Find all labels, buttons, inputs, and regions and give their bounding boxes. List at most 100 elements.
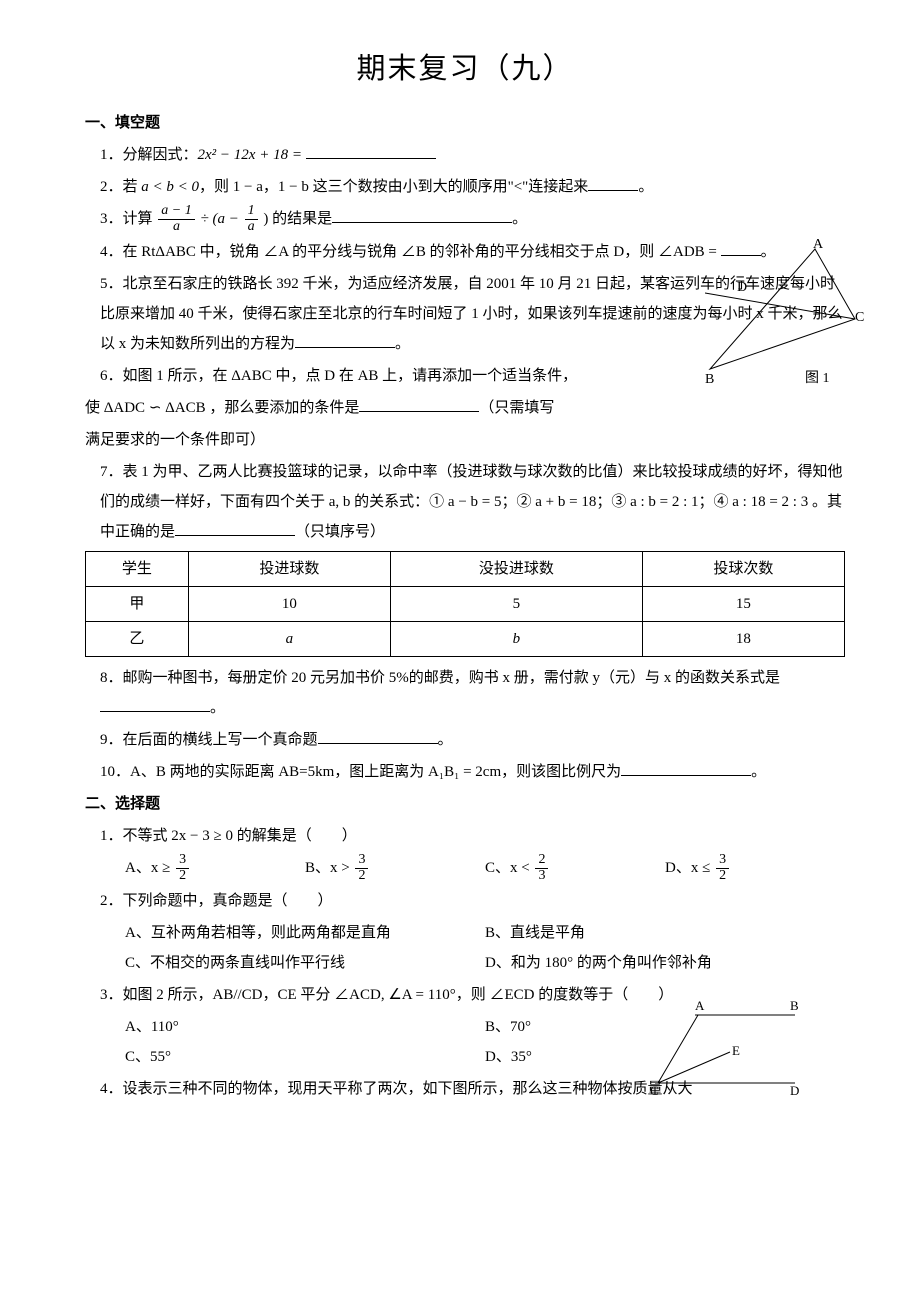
opt-a[interactable]: A、110° bbox=[125, 1012, 485, 1042]
section-1-head: 一、填空题 bbox=[85, 108, 845, 138]
opt-d[interactable]: D、x ≤ 32 bbox=[665, 853, 845, 884]
q2-c: 。 bbox=[638, 179, 653, 195]
q10: 10．A、B 两地的实际距离 AB=5km，图上距离为 A₁B₁ = 2cm，则… bbox=[100, 757, 845, 787]
frac-d: 3 bbox=[535, 869, 548, 884]
opt-c-label: C、x < bbox=[485, 860, 533, 876]
q6-blank[interactable] bbox=[359, 394, 479, 412]
frac-n: 3 bbox=[716, 853, 729, 869]
opt-b[interactable]: B、直线是平角 bbox=[485, 918, 845, 948]
opt-d[interactable]: D、和为 180° 的两个角叫作邻补角 bbox=[485, 948, 845, 978]
q9-b: 。 bbox=[438, 732, 453, 748]
s2-q1: 1．不等式 2x − 3 ≥ 0 的解集是（ ） bbox=[100, 821, 845, 851]
q3-frac2-d: a bbox=[245, 220, 258, 235]
q2-blank[interactable] bbox=[588, 173, 638, 191]
frac-d: 2 bbox=[176, 869, 189, 884]
s2-q3-text: 3．如图 2 所示，AB//CD，CE 平分 ∠ACD, ∠A = 110°，则… bbox=[100, 987, 673, 1003]
th-miss: 没投进球数 bbox=[390, 551, 642, 586]
td: 15 bbox=[642, 586, 844, 621]
td: a bbox=[188, 621, 390, 656]
s2-q3: 3．如图 2 所示，AB//CD，CE 平分 ∠ACD, ∠A = 110°，则… bbox=[100, 980, 845, 1010]
q2: 2．若 a < b < 0，则 1 − a，1 − b 这三个数按由小到大的顺序… bbox=[100, 172, 845, 202]
q2-a: 2．若 bbox=[100, 179, 141, 195]
opt-a[interactable]: A、x ≥ 32 bbox=[125, 853, 305, 884]
td: b bbox=[390, 621, 642, 656]
q2-b: ，则 1 − a，1 − b 这三个数按由小到大的顺序用"<"连接起来 bbox=[199, 179, 588, 195]
q8-a: 8．邮购一种图书，每册定价 20 元另加书价 5%的邮费，购书 x 册，需付款 … bbox=[100, 670, 780, 686]
q3-b: ÷ (a − bbox=[200, 211, 242, 227]
q3-frac1: a − 1a bbox=[158, 204, 194, 234]
q9-a: 9．在后面的横线上写一个真命题 bbox=[100, 732, 318, 748]
q6-line3: 满足要求的一个条件即可） bbox=[85, 425, 845, 455]
q5-q6-wrap: A B C D 图 1 5．北京至石家庄的铁路长 392 千米，为适应经济发展，… bbox=[100, 269, 845, 359]
opt-c[interactable]: C、x < 23 bbox=[485, 853, 665, 884]
frac-n: 2 bbox=[535, 853, 548, 869]
q8-blank[interactable] bbox=[100, 694, 210, 712]
q6-a: 6．如图 1 所示，在 ΔABC 中，点 D 在 AB 上，请再添加一个适当条件… bbox=[100, 368, 577, 384]
q3-a: 3．计算 bbox=[100, 211, 156, 227]
td: 10 bbox=[188, 586, 390, 621]
q3-frac2-n: 1 bbox=[245, 204, 258, 220]
table-row: 甲 10 5 15 bbox=[86, 586, 845, 621]
q1-text-a: 1．分解因式： bbox=[100, 147, 198, 163]
q9: 9．在后面的横线上写一个真命题 。 bbox=[100, 725, 845, 755]
svg-text:B: B bbox=[790, 998, 799, 1013]
q5-blank[interactable] bbox=[295, 330, 395, 348]
q8-b: 。 bbox=[210, 700, 225, 716]
q3-frac1-n: a − 1 bbox=[158, 204, 194, 220]
q5-b: 。 bbox=[395, 336, 410, 352]
table-1: 学生 投进球数 没投进球数 投球次数 甲 10 5 15 乙 a b 18 bbox=[85, 551, 845, 657]
th-in: 投进球数 bbox=[188, 551, 390, 586]
opt-a-label: A、x ≥ bbox=[125, 860, 174, 876]
opt-b-label: B、x > bbox=[305, 860, 353, 876]
q1-blank[interactable] bbox=[306, 141, 436, 159]
q1-expr: 2x² − 12x + 18 = bbox=[198, 147, 306, 163]
svg-text:E: E bbox=[732, 1043, 740, 1058]
q6-b: 使 ΔADC ∽ ΔACB ，那么要添加的条件是 bbox=[85, 400, 359, 416]
q3-frac1-d: a bbox=[158, 220, 194, 235]
s2-q4: 4．设表示三种不同的物体，现用天平称了两次，如下图所示，那么这三种物体按质量从大 bbox=[100, 1074, 845, 1104]
td: 乙 bbox=[86, 621, 189, 656]
opt-a[interactable]: A、互补两角若相等，则此两角都是直角 bbox=[125, 918, 485, 948]
s2-q2: 2．下列命题中，真命题是（ ） bbox=[100, 886, 845, 916]
opt-b[interactable]: B、x > 32 bbox=[305, 853, 485, 884]
section-2-head: 二、选择题 bbox=[85, 789, 845, 819]
frac-d: 2 bbox=[716, 869, 729, 884]
q10-b: 。 bbox=[751, 764, 766, 780]
td: 5 bbox=[390, 586, 642, 621]
q7-blank[interactable] bbox=[175, 518, 295, 536]
frac-n: 3 bbox=[176, 853, 189, 869]
td: 甲 bbox=[86, 586, 189, 621]
th-student: 学生 bbox=[86, 551, 189, 586]
q7-b: （只填序号） bbox=[295, 524, 385, 540]
svg-text:D: D bbox=[737, 280, 747, 295]
q3: 3．计算 a − 1a ÷ (a − 1a ) 的结果是。 bbox=[100, 204, 845, 235]
opt-c[interactable]: C、不相交的两条直线叫作平行线 bbox=[125, 948, 485, 978]
q10-blank[interactable] bbox=[621, 758, 751, 776]
frac-n: 3 bbox=[355, 853, 368, 869]
table-row: 乙 a b 18 bbox=[86, 621, 845, 656]
opt-d-label: D、x ≤ bbox=[665, 860, 714, 876]
q3-blank[interactable] bbox=[332, 205, 512, 223]
q4-a: 4．在 RtΔABC 中，锐角 ∠A 的平分线与锐角 ∠B 的邻补角的平分线相交… bbox=[100, 244, 721, 260]
q1: 1．分解因式：2x² − 12x + 18 = bbox=[100, 140, 845, 170]
td: 18 bbox=[642, 621, 844, 656]
svg-text:A: A bbox=[695, 998, 705, 1013]
th-total: 投球次数 bbox=[642, 551, 844, 586]
frac-d: 2 bbox=[355, 869, 368, 884]
svg-text:A: A bbox=[813, 239, 824, 252]
q6-d: 满足要求的一个条件即可） bbox=[85, 432, 265, 448]
opt-c[interactable]: C、55° bbox=[125, 1042, 485, 1072]
q3-frac2: 1a bbox=[245, 204, 258, 234]
q3-d: 。 bbox=[512, 211, 527, 227]
q8: 8．邮购一种图书，每册定价 20 元另加书价 5%的邮费，购书 x 册，需付款 … bbox=[100, 663, 845, 723]
q6-line2: 使 ΔADC ∽ ΔACB ，那么要添加的条件是（只需填写 bbox=[85, 393, 845, 423]
q6: 6．如图 1 所示，在 ΔABC 中，点 D 在 AB 上，请再添加一个适当条件… bbox=[100, 361, 845, 391]
q2-expr: a < b < 0 bbox=[141, 179, 199, 195]
q9-blank[interactable] bbox=[318, 726, 438, 744]
svg-text:C: C bbox=[855, 310, 864, 325]
s2-q2-opts: A、互补两角若相等，则此两角都是直角 B、直线是平角 C、不相交的两条直线叫作平… bbox=[125, 918, 845, 978]
page-title: 期末复习（九） bbox=[85, 40, 845, 98]
q7: 7．表 1 为甲、乙两人比赛投篮球的记录，以命中率（投进球数与球次数的比值）来比… bbox=[100, 457, 845, 547]
q10-a: 10．A、B 两地的实际距离 AB=5km，图上距离为 A₁B₁ = 2cm，则… bbox=[100, 764, 621, 780]
q3-c: ) 的结果是 bbox=[263, 211, 332, 227]
